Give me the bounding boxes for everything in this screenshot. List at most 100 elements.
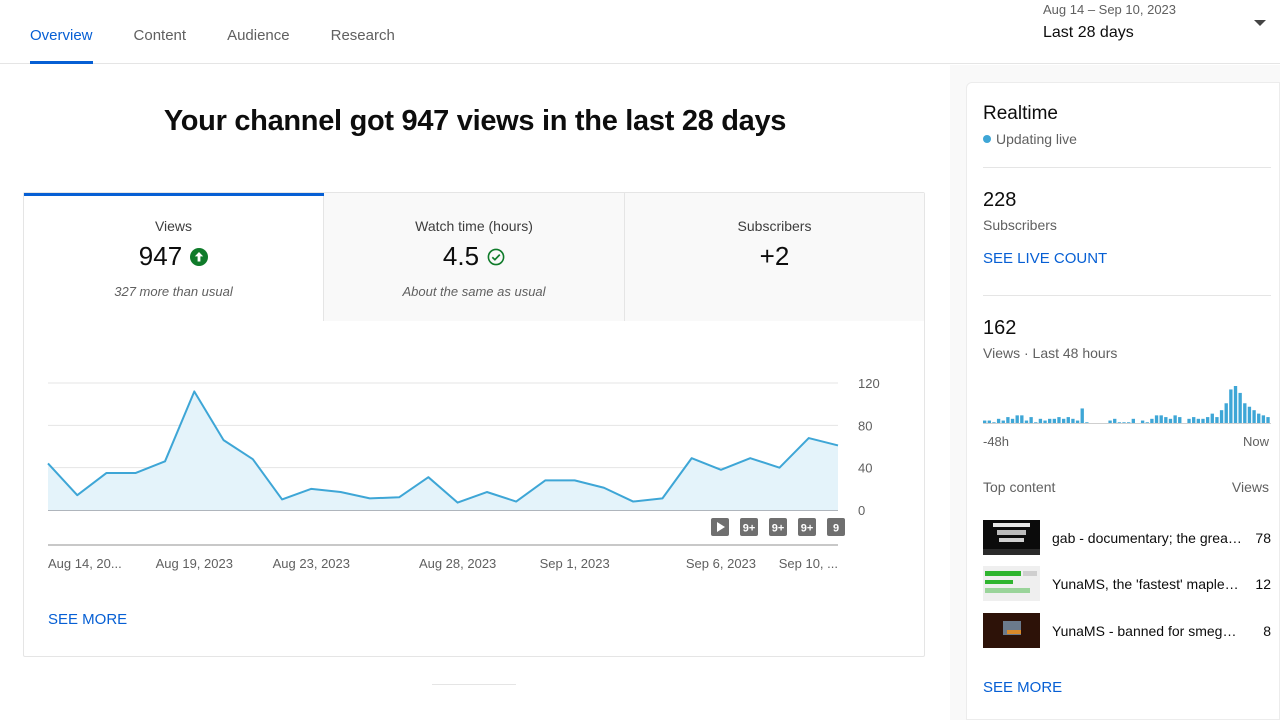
hour-bar [1243,403,1247,424]
metric-tabs: Views 947 327 more than usual Watch time… [24,193,924,321]
hour-bar [1266,417,1270,424]
realtime-see-more-link[interactable]: SEE MORE [983,679,1063,696]
hour-bar [1224,403,1228,424]
series-area [48,391,838,510]
hour-bar [1173,415,1177,424]
upload-marker-count: 9+ [743,523,756,535]
x-tick-label: Aug 14, 20... [48,556,122,571]
y-tick-label: 120 [858,376,880,391]
hour-bar [1024,420,1029,424]
hour-bar [1108,420,1112,424]
hour-bar [1187,418,1191,424]
dropdown-caret-icon [1254,20,1266,26]
live-dot-icon [983,135,991,143]
subscriber-count-label: Subscribers [983,217,1057,233]
hour-bar [1010,418,1015,424]
hour-bar [1066,417,1070,424]
realtime-card: Realtime Updating live 228 Subscribers S… [966,82,1280,720]
series-line [47,390,839,504]
play-icon [717,522,725,532]
top-content-item[interactable]: gab - documentary; the great... 78 [983,520,1271,556]
realtime-views-label: Views · Last 48 hours [983,345,1118,361]
hour-bar [1113,418,1117,424]
tab-research[interactable]: Research [330,27,395,44]
hour-bar [1196,418,1201,424]
see-more-link[interactable]: SEE MORE [48,611,128,628]
metric-note: 327 more than usual [114,284,233,299]
metric-value: +2 [759,241,790,271]
hour-bar [1219,410,1224,424]
hour-bar [1061,418,1066,424]
hour-bar [1071,418,1075,424]
hour-bar [1057,417,1061,424]
metric-tab-subscribers[interactable]: Subscribers +2 [625,193,924,321]
metric-label: Subscribers [737,218,812,234]
hour-bar [1252,410,1256,424]
divider [983,295,1271,296]
check-circle-icon [487,248,505,265]
realtime-views-count: 162 [983,317,1017,339]
metrics-card: Views 947 327 more than usual Watch time… [23,192,925,657]
x-tick-label: Sep 10, ... [779,556,838,571]
arrow-up-circle-icon [190,247,209,266]
hour-bar [1154,415,1159,424]
hour-bar [1020,415,1024,424]
date-range-label: Last 28 days [1043,24,1134,41]
metric-note: About the same as usual [402,284,546,299]
hour-bar [1261,415,1266,424]
hour-bar [1201,418,1205,424]
tab-content[interactable]: Content [133,27,187,44]
hour-bar [996,418,1001,424]
top-content-views-heading: Views [1231,479,1269,495]
hour-bar [1052,418,1057,424]
hour-bar [1080,408,1084,424]
video-thumbnail [983,613,1040,648]
x-tick-label: Sep 6, 2023 [686,556,756,571]
see-live-count-link[interactable]: SEE LIVE COUNT [983,250,1108,267]
date-range-selector[interactable]: Aug 14 – Sep 10, 2023 Last 28 days [1043,2,1273,42]
hour-bar [1075,420,1080,424]
hour-bar [1247,406,1252,424]
metric-value-row: 4.5 [324,241,624,272]
nav-tabs: Overview Content Audience Research [30,0,436,64]
realtime-axis-start: -48h [983,434,1010,449]
hour-bar [1168,418,1173,424]
top-content-item[interactable]: YunaMS, the 'fastest' maples... 12 [983,566,1271,602]
hour-bar [1164,417,1168,424]
subscriber-count: 228 [983,189,1017,211]
video-views: 8 [1263,623,1271,639]
hour-bar [1029,417,1033,424]
metric-label: Views [154,218,193,234]
video-views: 12 [1255,576,1271,592]
metric-value: 4.5 [442,241,480,271]
hour-bar [983,420,987,424]
divider [983,167,1271,168]
thumbnail-image [983,520,1040,555]
top-content-item[interactable]: YunaMS - banned for smegain... 8 [983,613,1271,649]
tab-overview[interactable]: Overview [30,0,93,64]
date-range-dates: Aug 14 – Sep 10, 2023 [1043,2,1177,17]
upload-marker [827,518,845,536]
hour-bar [1238,392,1242,424]
y-tick-label: 80 [858,418,872,433]
hour-bar [987,420,991,424]
upload-marker-count: 9 [833,523,839,535]
hour-bar [1131,418,1135,424]
upload-marker [740,518,758,536]
upload-marker [769,518,787,536]
hour-bar [1001,420,1005,424]
metric-tab-watch-time[interactable]: Watch time (hours) 4.5 About the same as… [324,193,625,321]
hour-bar [1048,418,1052,424]
hour-bar [1178,417,1182,424]
hour-bar [1229,389,1233,424]
x-tick-label: Aug 23, 2023 [273,556,350,571]
hour-bar [1257,413,1261,424]
realtime-axis-end: Now [1242,434,1269,449]
upload-marker-count: 9+ [801,523,814,535]
hour-bar [1233,386,1238,424]
metric-tab-views[interactable]: Views 947 327 more than usual [24,193,324,321]
thumbnail-image [983,566,1040,601]
tab-audience[interactable]: Audience [227,27,290,44]
hour-bar [1038,418,1043,424]
video-title: gab - documentary; the great... [1052,530,1242,546]
